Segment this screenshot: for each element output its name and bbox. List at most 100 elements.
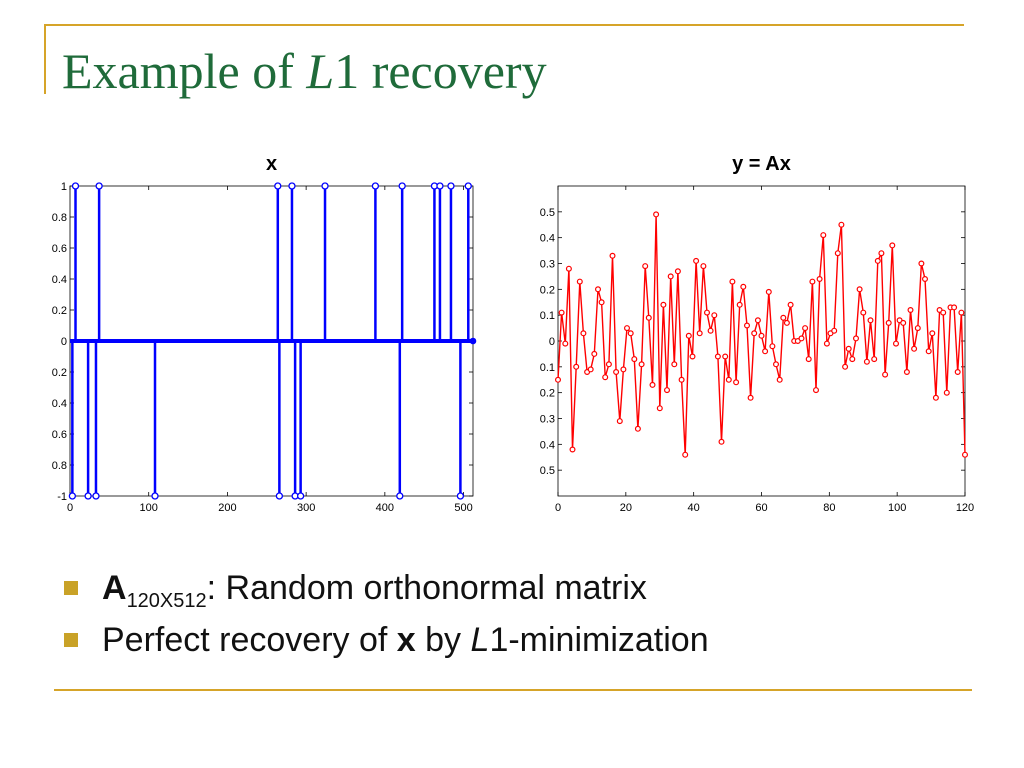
data-point	[711, 312, 718, 319]
data-point	[834, 250, 841, 257]
y-tick-label: 0	[549, 336, 555, 348]
data-point	[758, 332, 765, 339]
x-tick-label: 20	[620, 502, 632, 514]
stem-marker	[321, 182, 329, 190]
data-point	[580, 330, 587, 337]
data-point	[613, 369, 620, 376]
data-point	[754, 317, 761, 324]
data-point	[889, 242, 896, 249]
stem-marker	[371, 182, 380, 190]
y-tick-label: -1	[57, 491, 67, 503]
data-point	[714, 353, 721, 360]
data-point	[693, 257, 700, 264]
data-point	[932, 394, 939, 401]
data-point	[558, 309, 565, 316]
zero-stem-marker	[469, 337, 477, 345]
data-point	[842, 363, 849, 370]
data-point	[598, 299, 605, 306]
data-point	[765, 288, 772, 295]
data-point	[820, 232, 827, 239]
recovery-text-after: 1-minimization	[489, 621, 709, 659]
data-point	[667, 273, 674, 280]
data-point	[940, 309, 947, 316]
stem-marker	[275, 492, 284, 500]
y-tick-label: 0.5	[540, 207, 555, 219]
data-point	[856, 286, 863, 293]
data-point	[609, 252, 616, 259]
data-point	[776, 376, 783, 383]
data-point	[664, 387, 671, 394]
y-tick-label: 0.6	[52, 243, 67, 255]
recovery-text-before: Perfect recovery of	[102, 621, 397, 659]
recovery-text-middle: by	[415, 621, 471, 659]
data-point	[849, 356, 856, 363]
data-point	[929, 330, 936, 337]
data-point	[802, 325, 809, 332]
x-tick-label: 40	[688, 502, 700, 514]
data-point	[780, 314, 787, 321]
x-tick-label: 100	[140, 502, 158, 514]
data-point	[591, 350, 598, 357]
data-point	[656, 405, 663, 412]
y-tick-label: 0.3	[540, 414, 555, 426]
y-tick-label: 0.4	[540, 233, 555, 245]
data-point	[682, 451, 689, 458]
y-tick-label: 0.2	[52, 305, 67, 317]
data-point	[878, 250, 885, 257]
data-point	[674, 268, 681, 275]
stem-marker	[274, 182, 282, 190]
y-tick-label: 0.8	[52, 212, 67, 224]
y-tick-label: 0.1	[540, 362, 555, 374]
x-tick-label: 500	[454, 502, 472, 514]
y-tick-label: 0.2	[52, 367, 67, 379]
y-tick-label: 0.2	[540, 284, 555, 296]
title-prefix: Example of	[62, 43, 307, 99]
chart-title: y = Ax	[732, 153, 791, 175]
data-point	[783, 319, 790, 326]
data-point	[769, 343, 776, 350]
data-point	[925, 348, 932, 355]
bullet-item-matrix: A120X512: Random orthonormal matrix	[60, 562, 709, 614]
data-point	[747, 394, 754, 401]
x-tick-label: 0	[555, 502, 561, 514]
slide-title: Example of L1 recovery	[62, 42, 547, 100]
data-point	[860, 309, 867, 316]
title-suffix: 1 recovery	[334, 43, 547, 99]
data-point	[911, 345, 918, 352]
data-point	[562, 340, 569, 347]
data-point	[871, 356, 878, 363]
stem-marker	[464, 182, 472, 190]
data-point	[660, 301, 667, 308]
data-point	[729, 278, 736, 285]
data-point	[605, 361, 612, 368]
bullet-square-icon	[64, 581, 78, 595]
stem-marker	[84, 492, 92, 500]
data-point	[718, 438, 725, 445]
bullet-square-icon	[64, 633, 78, 647]
recovery-x-symbol: x	[396, 621, 416, 659]
data-point	[962, 451, 969, 458]
stem-marker	[71, 182, 80, 190]
stem-marker	[447, 182, 455, 190]
y-tick-label: 0.4	[52, 274, 67, 286]
x-tick-label: 60	[755, 502, 767, 514]
top-accent-rule	[44, 24, 964, 26]
chart-title: x	[266, 153, 277, 175]
data-point	[900, 319, 907, 326]
data-point	[649, 381, 656, 388]
data-point	[689, 353, 696, 360]
y-tick-label: 0.8	[52, 460, 67, 472]
data-point	[569, 446, 576, 453]
data-point	[907, 307, 914, 314]
recovery-l-symbol: L	[470, 621, 490, 659]
data-point	[587, 366, 594, 373]
y-tick-label: 0.5	[540, 465, 555, 477]
data-point	[954, 369, 961, 376]
stem-marker	[288, 182, 296, 190]
matrix-symbol: A	[102, 569, 127, 607]
data-point	[951, 304, 958, 311]
bottom-accent-rule	[54, 689, 972, 691]
data-point	[809, 278, 816, 285]
stem-marker	[396, 492, 404, 500]
data-point	[631, 356, 638, 363]
